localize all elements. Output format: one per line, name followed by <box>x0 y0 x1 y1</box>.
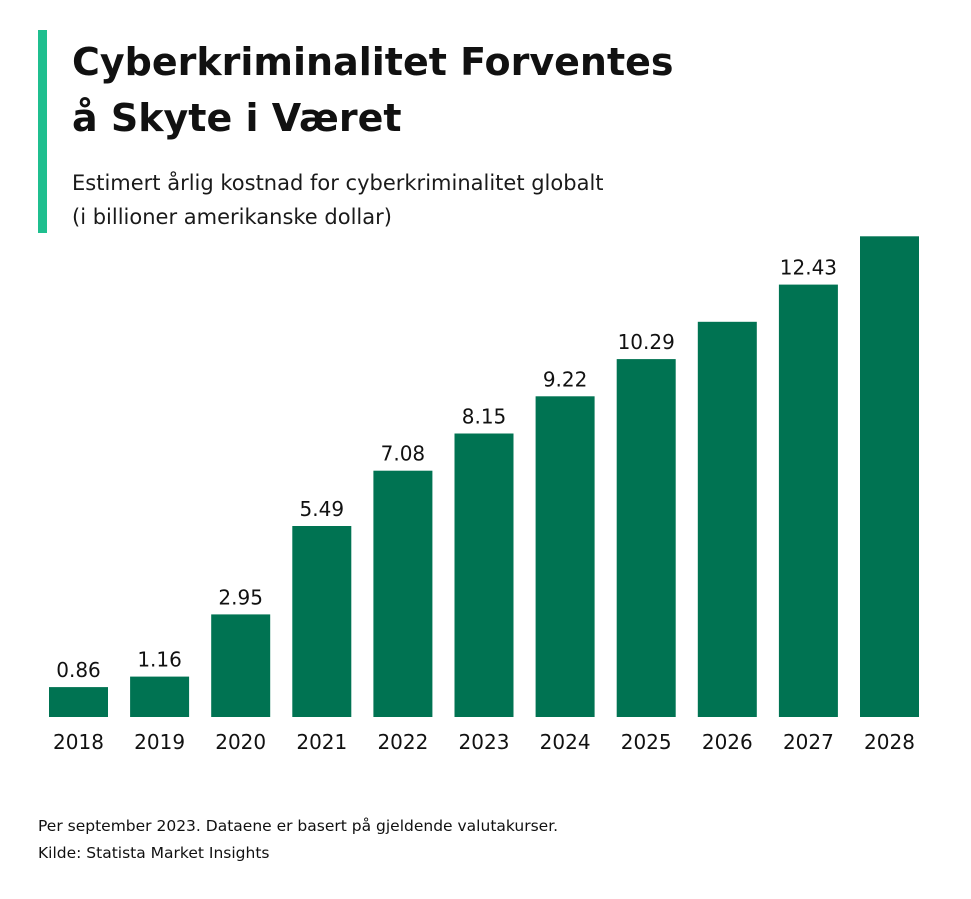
x-tick-label-2018: 2018 <box>53 730 104 754</box>
x-tick-label-2024: 2024 <box>540 730 591 754</box>
data-label-2020: 2.95 <box>218 585 263 609</box>
bar-2021 <box>292 526 352 717</box>
chart-title-line-2: å Skyte i Været <box>72 96 402 140</box>
x-tick-label-2028: 2028 <box>864 730 915 754</box>
data-label-2024: 9.22 <box>543 367 588 391</box>
bar-chart: 0.86 2018 1.16 2019 2.95 2020 5.49 2021 7.08 2022… <box>0 230 971 770</box>
bar-2028 <box>860 236 919 718</box>
bar-2019 <box>130 676 190 717</box>
x-tick-label-2021: 2021 <box>296 730 347 754</box>
footnote-note: Per september 2023. Dataene er basert på… <box>38 817 559 835</box>
chart-subtitle: Estimert årlig kostnad for cyberkriminal… <box>72 166 932 234</box>
chart-title: Cyberkriminalitet Forventes å Skyte i Væ… <box>72 34 932 146</box>
x-tick-label-2019: 2019 <box>134 730 185 754</box>
bar-2018 <box>49 687 108 717</box>
data-label-2027: 12.43 <box>780 256 837 280</box>
chart-subtitle-line-1: Estimert årlig kostnad for cyberkriminal… <box>72 171 604 195</box>
accent-bar <box>38 30 47 233</box>
data-label-2019: 1.16 <box>137 648 182 672</box>
data-label-2018: 0.86 <box>56 658 101 682</box>
bar-2023 <box>454 433 514 717</box>
x-tick-label-2022: 2022 <box>377 730 428 754</box>
data-label-2025: 10.29 <box>618 330 675 354</box>
bar-2020 <box>211 614 271 717</box>
data-label-2022: 7.08 <box>381 442 426 466</box>
data-label-2023: 8.15 <box>462 405 507 429</box>
bar-2024 <box>535 396 595 717</box>
bar-chart-svg: 0.86 2018 1.16 2019 2.95 2020 5.49 2021 7.08 2022… <box>49 230 919 754</box>
chart-subtitle-line-2: (i billioner amerikanske dollar) <box>72 205 392 229</box>
x-tick-label-2023: 2023 <box>459 730 510 754</box>
bar-2025 <box>616 359 676 717</box>
bar-2026 <box>697 321 757 717</box>
footnote: Per september 2023. Dataene er basert på… <box>38 813 938 867</box>
x-tick-label-2027: 2027 <box>783 730 834 754</box>
data-label-2028: 13.82 <box>861 230 918 231</box>
footnote-source: Kilde: Statista Market Insights <box>38 844 270 862</box>
bar-2027 <box>778 284 838 717</box>
data-label-2021: 5.49 <box>300 497 345 521</box>
x-tick-label-2026: 2026 <box>702 730 753 754</box>
x-tick-label-2020: 2020 <box>215 730 266 754</box>
x-tick-label-2025: 2025 <box>621 730 672 754</box>
bar-2022 <box>373 470 433 717</box>
chart-title-line-1: Cyberkriminalitet Forventes <box>72 40 674 84</box>
